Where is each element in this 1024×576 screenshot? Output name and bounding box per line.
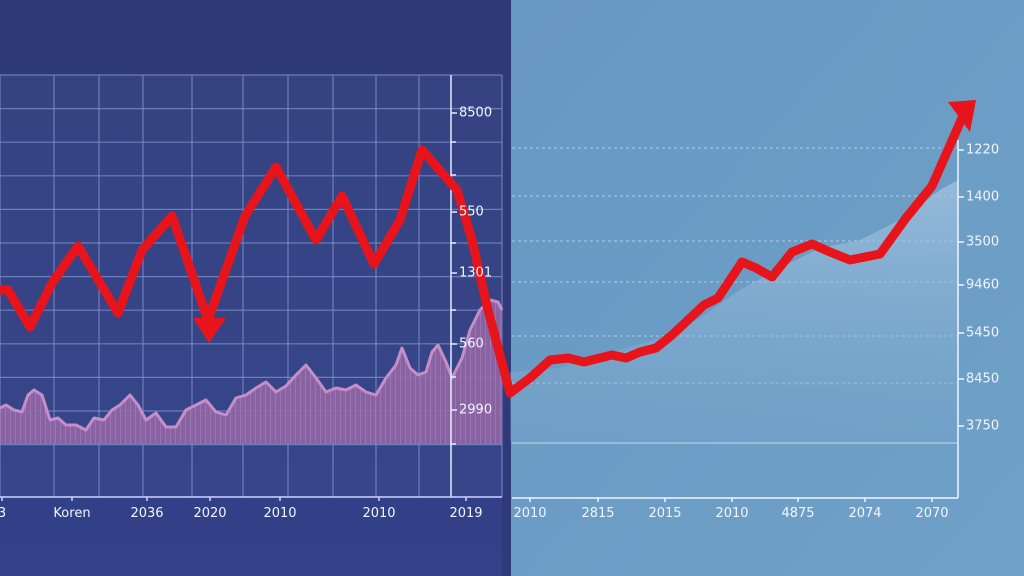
x-tick-label: 2019 <box>449 506 483 521</box>
y-tick-label: 5450 <box>966 325 1000 341</box>
left-red-line <box>0 145 515 398</box>
y-tick-label: 1400 <box>966 189 1000 205</box>
left-area-series <box>0 300 502 444</box>
y-tick-label: 3500 <box>966 234 1000 250</box>
y-tick-label: 550 <box>459 204 484 220</box>
x-tick-label: Koren <box>53 506 91 521</box>
up-arrow-icon <box>948 100 976 132</box>
down-arrow-stem <box>194 286 212 324</box>
x-tick-label: 2015 <box>648 506 682 521</box>
right-shaded-area <box>510 180 958 443</box>
x-tick-label: 2010 <box>263 506 297 521</box>
x-tick-label: 3 <box>0 506 7 521</box>
y-tick-label: 8500 <box>459 105 493 121</box>
x-tick-label: 2815 <box>581 506 615 521</box>
right-red-line <box>505 113 967 398</box>
y-tick-label: 1220 <box>966 142 1000 158</box>
x-tick-label: 2074 <box>848 506 882 521</box>
x-tick-label: 2010 <box>715 506 749 521</box>
x-tick-label: 2036 <box>130 506 164 521</box>
y-tick-label: 9460 <box>966 277 1000 293</box>
x-tick-label: 2010 <box>362 506 396 521</box>
x-tick-label: 2020 <box>193 506 227 521</box>
x-tick-label: 2010 <box>513 506 547 521</box>
axes <box>0 75 964 502</box>
y-tick-label: 3750 <box>966 418 1000 434</box>
y-tick-label: 560 <box>459 336 484 352</box>
x-tick-label: 4875 <box>781 506 815 521</box>
down-arrow-icon <box>193 318 226 343</box>
left-area-outline <box>0 298 504 432</box>
y-tick-label: 2990 <box>459 402 493 418</box>
y-tick-label: 8450 <box>966 371 1000 387</box>
y-tick-label: 1301 <box>459 265 493 281</box>
x-tick-label: 2070 <box>915 506 949 521</box>
panel-divider <box>502 0 511 576</box>
